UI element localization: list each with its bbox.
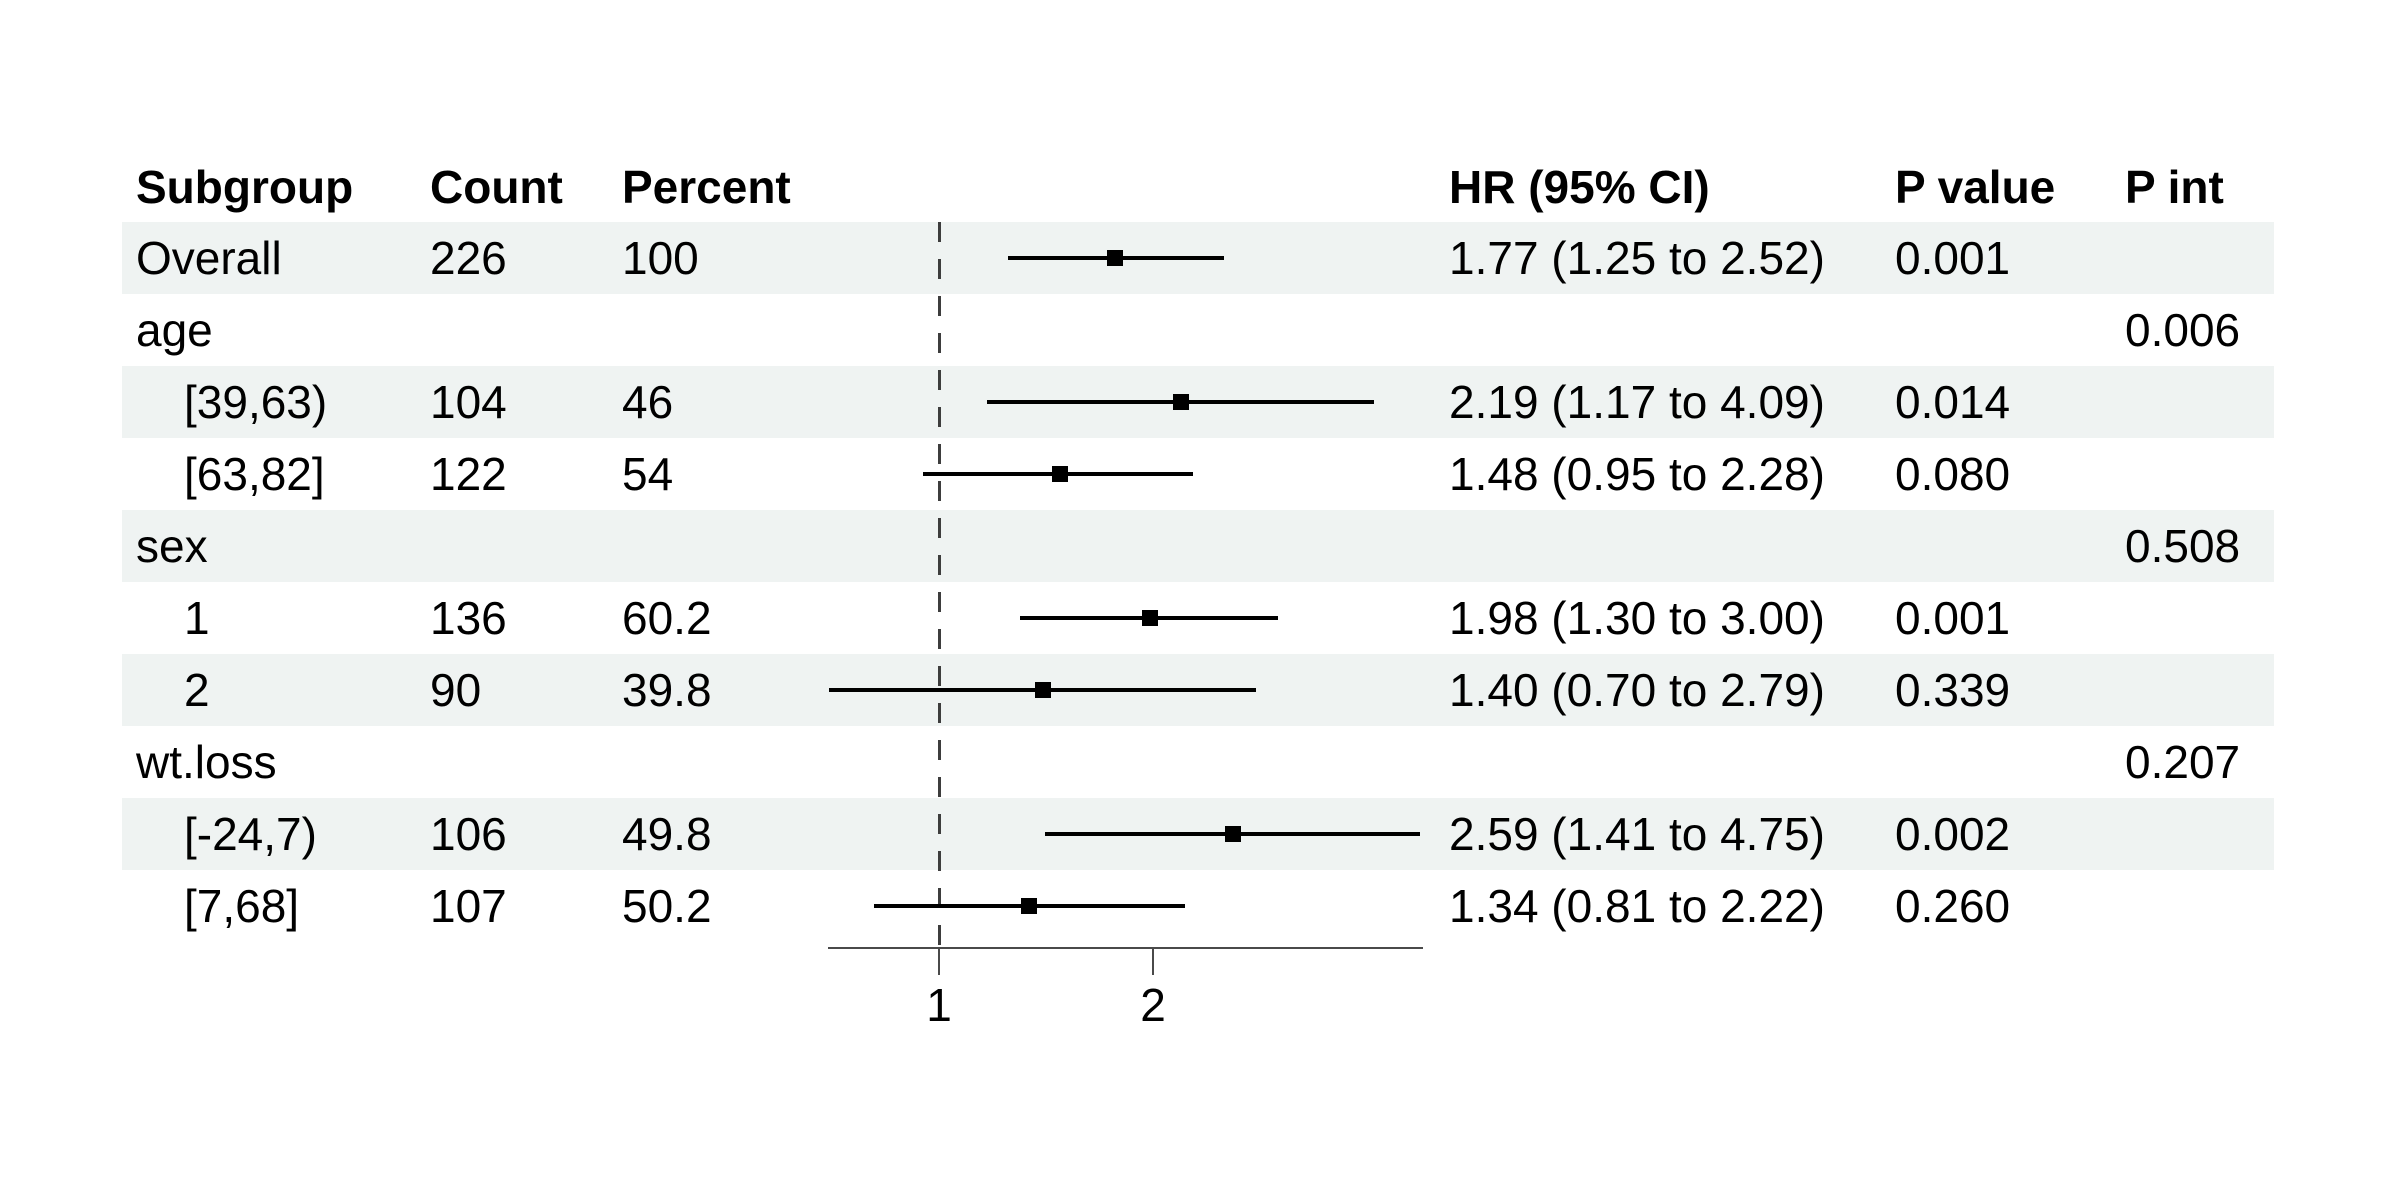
table-row: [7,68] 107 50.2 1.34 (0.81 to 2.22) 0.260 [122, 870, 2274, 942]
subgroup-cell: age [136, 304, 213, 356]
percent-cell: 50.2 [622, 880, 712, 932]
column-header-count: Count [430, 161, 563, 213]
column-header-percent: Percent [622, 161, 791, 213]
hr-ci-cell: 1.77 (1.25 to 2.52) [1449, 232, 1825, 284]
table-row: [63,82] 122 54 1.48 (0.95 to 2.28) 0.080 [122, 438, 2274, 510]
hr-ci-cell: 1.48 (0.95 to 2.28) [1449, 448, 1825, 500]
point-estimate-marker [1107, 250, 1124, 266]
reference-line [937, 222, 941, 947]
table-row: wt.loss 0.207 [122, 726, 2274, 798]
subgroup-cell: [63,82] [184, 448, 325, 500]
table-row: 1 136 60.2 1.98 (1.30 to 3.00) 0.001 [122, 582, 2274, 654]
subgroup-cell: [7,68] [184, 880, 300, 932]
table-row: [39,63) 104 46 2.19 (1.17 to 4.09) 0.014 [122, 366, 2274, 438]
percent-cell: 54 [622, 448, 674, 500]
subgroup-cell: [39,63) [184, 376, 328, 428]
hr-ci-cell: 2.59 (1.41 to 4.75) [1449, 808, 1825, 860]
percent-cell: 46 [622, 376, 674, 428]
column-header-hr-ci: HR (95% CI) [1449, 161, 1710, 213]
p-value-cell: 0.001 [1895, 592, 2011, 644]
x-axis-tick [1152, 949, 1154, 975]
x-axis-tick [938, 949, 940, 975]
subgroup-cell: sex [136, 520, 208, 572]
subgroup-cell: [-24,7) [184, 808, 317, 860]
subgroup-cell: 2 [184, 664, 210, 716]
table-row: Overall 226 100 1.77 (1.25 to 2.52) 0.001 [122, 222, 2274, 294]
count-cell: 106 [430, 808, 507, 860]
percent-cell: 100 [622, 232, 699, 284]
table-row: age 0.006 [122, 294, 2274, 366]
count-cell: 104 [430, 376, 507, 428]
count-cell: 226 [430, 232, 507, 284]
column-header-p-int: P int [2125, 161, 2224, 213]
hr-ci-cell: 2.19 (1.17 to 4.09) [1449, 376, 1825, 428]
point-estimate-marker [1021, 898, 1038, 914]
p-value-cell: 0.339 [1895, 664, 2011, 716]
p-value-cell: 0.260 [1895, 880, 2011, 932]
count-cell: 90 [430, 664, 482, 716]
count-cell: 122 [430, 448, 507, 500]
point-estimate-marker [1034, 682, 1051, 698]
percent-cell: 49.8 [622, 808, 712, 860]
percent-cell: 39.8 [622, 664, 712, 716]
subgroup-cell: wt.loss [136, 736, 277, 788]
count-cell: 107 [430, 880, 507, 932]
p-int-cell: 0.508 [2125, 520, 2241, 572]
x-axis-tick-label: 1 [926, 979, 952, 1031]
p-int-cell: 0.207 [2125, 736, 2241, 788]
point-estimate-marker [1052, 466, 1069, 482]
percent-cell: 60.2 [622, 592, 712, 644]
count-cell: 136 [430, 592, 507, 644]
point-estimate-marker [1141, 610, 1158, 626]
column-header-subgroup: Subgroup [136, 161, 354, 213]
hr-ci-cell: 1.40 (0.70 to 2.79) [1449, 664, 1825, 716]
p-value-cell: 0.080 [1895, 448, 2011, 500]
x-axis-line [828, 947, 1423, 949]
point-estimate-marker [1173, 394, 1190, 410]
hr-ci-cell: 1.34 (0.81 to 2.22) [1449, 880, 1825, 932]
column-header-p-value: P value [1895, 161, 2056, 213]
p-int-cell: 0.006 [2125, 304, 2241, 356]
x-axis-tick-label: 2 [1140, 979, 1166, 1031]
subgroup-cell: Overall [136, 232, 282, 284]
p-value-cell: 0.002 [1895, 808, 2011, 860]
p-value-cell: 0.001 [1895, 232, 2011, 284]
point-estimate-marker [1224, 826, 1241, 842]
hr-ci-cell: 1.98 (1.30 to 3.00) [1449, 592, 1825, 644]
subgroup-cell: 1 [184, 592, 210, 644]
p-value-cell: 0.014 [1895, 376, 2011, 428]
table-row: sex 0.508 [122, 510, 2274, 582]
